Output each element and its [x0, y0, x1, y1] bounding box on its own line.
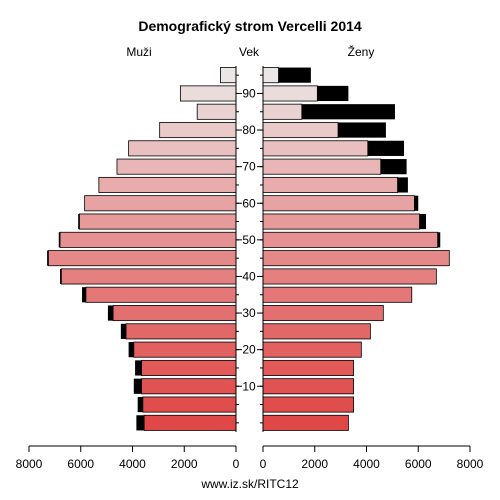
age-tick-label: 60	[242, 196, 256, 210]
men-bar	[128, 140, 237, 157]
men-excess-bar	[47, 250, 49, 266]
age-tick-label: 20	[242, 343, 256, 357]
men-bar	[196, 103, 237, 120]
age-tick-label: 30	[242, 306, 256, 320]
men-bar	[85, 286, 237, 303]
women-bar	[262, 414, 349, 431]
men-bar	[84, 195, 237, 212]
women-bar	[262, 213, 420, 230]
women-excess-bar	[338, 122, 386, 138]
men-bar	[159, 122, 237, 139]
x-tick-label: 8000	[16, 457, 43, 471]
bars-layer	[47, 67, 450, 431]
source-label: www.iz.sk/RITC12	[200, 477, 299, 491]
men-excess-bar	[107, 305, 114, 321]
women-excess-bar	[414, 195, 419, 211]
chart-title: Demografický strom Vercelli 2014	[138, 18, 362, 34]
x-tick-label: 4000	[119, 457, 146, 471]
women-bar	[262, 323, 371, 340]
age-tick-label: 40	[242, 269, 256, 283]
x-tick-label: 6000	[67, 457, 94, 471]
women-excess-bar	[367, 140, 405, 156]
women-bar	[262, 341, 362, 358]
men-bar	[48, 250, 237, 267]
x-tick-label: 8000	[457, 457, 484, 471]
men-excess-bar	[60, 268, 62, 285]
men-excess-bar	[58, 232, 61, 248]
women-bar	[262, 158, 382, 175]
men-bar	[141, 378, 237, 395]
age-tick-label: 10	[242, 379, 256, 393]
women-bar	[262, 359, 354, 376]
x-tick-label: 0	[233, 457, 240, 471]
men-excess-bar	[133, 378, 142, 394]
x-tick-label: 2000	[301, 457, 328, 471]
men-bar	[179, 85, 237, 102]
men-bar	[59, 231, 237, 248]
women-excess-bar	[278, 67, 311, 83]
women-bar	[262, 305, 384, 322]
men-excess-bar	[137, 396, 143, 413]
men-excess-bar	[120, 323, 127, 339]
women-excess-bar	[437, 232, 441, 248]
women-bar	[262, 140, 369, 157]
age-tick-label: 70	[242, 160, 256, 174]
center-axis-label: Vek	[239, 45, 260, 59]
women-excess-bar	[317, 85, 349, 102]
men-excess-bar	[82, 287, 86, 303]
left-series-label: Muži	[126, 45, 151, 59]
women-bar	[262, 250, 450, 267]
women-bar	[262, 195, 415, 212]
men-excess-bar	[78, 213, 80, 230]
right-series-label: Ženy	[348, 44, 375, 59]
women-bar	[262, 122, 339, 139]
women-bar	[262, 268, 437, 285]
men-bar	[112, 305, 237, 322]
women-bar	[262, 396, 354, 413]
men-bar	[60, 268, 237, 285]
women-bar	[262, 85, 318, 102]
axes-layer: 10 20 30 40 50 60 70 80 90 0 0 2000 2000 4000 4000 6000…	[16, 66, 484, 471]
men-bar	[125, 323, 237, 340]
age-tick-label: 90	[242, 86, 256, 100]
x-tick-label: 2000	[171, 457, 198, 471]
men-excess-bar	[128, 342, 134, 358]
men-bar	[133, 341, 237, 358]
women-bar	[262, 231, 439, 248]
women-bar	[262, 378, 354, 395]
men-bar	[116, 158, 237, 175]
men-bar	[142, 396, 237, 413]
women-bar	[262, 176, 398, 193]
women-bar	[262, 103, 303, 120]
men-bar	[143, 414, 237, 431]
x-tick-label: 6000	[405, 457, 432, 471]
age-tick-label: 50	[242, 233, 256, 247]
age-tick-label: 80	[242, 123, 256, 137]
men-bar	[98, 176, 237, 193]
x-tick-label: 0	[260, 457, 267, 471]
men-excess-bar	[136, 415, 145, 431]
men-bar	[220, 67, 237, 84]
x-tick-label: 4000	[353, 457, 380, 471]
men-excess-bar	[135, 360, 142, 376]
women-excess-bar	[397, 177, 408, 193]
men-bar	[79, 213, 237, 230]
women-excess-bar	[419, 213, 427, 230]
women-excess-bar	[301, 104, 395, 120]
women-bar	[262, 67, 279, 84]
women-bar	[262, 286, 413, 303]
women-excess-bar	[380, 159, 407, 175]
men-bar	[141, 359, 237, 376]
